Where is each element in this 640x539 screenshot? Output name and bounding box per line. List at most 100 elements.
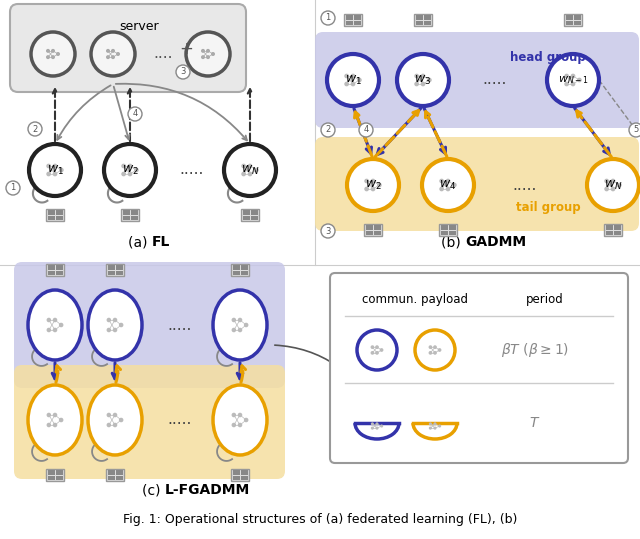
Circle shape [578, 78, 581, 81]
Bar [605, 225, 612, 230]
Bar [424, 15, 431, 19]
Bar [56, 216, 63, 220]
Circle shape [186, 32, 230, 76]
Circle shape [547, 54, 599, 106]
Bar [566, 20, 573, 25]
Circle shape [565, 74, 568, 78]
Circle shape [244, 418, 248, 421]
Bar [47, 470, 54, 474]
Circle shape [108, 328, 111, 331]
Bar [232, 470, 239, 474]
Bar [56, 210, 63, 215]
Bar [108, 265, 115, 270]
Bar [232, 271, 239, 275]
Text: .....: ..... [483, 73, 507, 87]
Circle shape [351, 74, 355, 78]
Ellipse shape [213, 385, 267, 455]
Circle shape [327, 54, 379, 106]
Circle shape [47, 50, 49, 52]
Circle shape [572, 82, 575, 86]
Text: server: server [119, 19, 159, 32]
Circle shape [347, 159, 399, 211]
Bar [440, 225, 447, 230]
Circle shape [605, 188, 608, 191]
Circle shape [440, 179, 444, 183]
Circle shape [224, 144, 276, 196]
Circle shape [232, 319, 236, 322]
Bar [573, 20, 580, 25]
Bar [47, 216, 54, 220]
Text: commun. payload: commun. payload [362, 294, 468, 307]
Circle shape [359, 123, 373, 137]
FancyBboxPatch shape [14, 262, 285, 388]
Ellipse shape [28, 290, 82, 360]
Text: 4: 4 [364, 126, 369, 135]
Circle shape [113, 424, 116, 426]
Bar [605, 231, 612, 235]
Text: $w_N$: $w_N$ [241, 163, 259, 177]
Circle shape [371, 423, 373, 425]
Circle shape [116, 53, 119, 56]
Bar [346, 20, 353, 25]
Bar [439, 224, 457, 236]
Circle shape [371, 346, 374, 348]
Text: 2: 2 [33, 125, 38, 134]
Circle shape [381, 425, 383, 427]
Circle shape [47, 328, 51, 331]
Circle shape [47, 56, 49, 58]
Circle shape [605, 179, 608, 183]
Circle shape [244, 323, 248, 327]
Text: $w_2$: $w_2$ [122, 163, 138, 177]
Circle shape [255, 168, 258, 171]
Text: 1: 1 [325, 13, 331, 23]
Circle shape [345, 74, 348, 78]
Text: $w_4$: $w_4$ [440, 178, 456, 191]
Bar [353, 20, 360, 25]
Bar [46, 264, 64, 276]
Circle shape [439, 425, 440, 427]
Circle shape [351, 82, 355, 86]
Bar [122, 210, 129, 215]
Bar [115, 470, 122, 474]
Circle shape [202, 50, 204, 52]
Circle shape [422, 159, 474, 211]
Ellipse shape [213, 290, 267, 360]
Text: 2: 2 [325, 126, 331, 135]
Bar [243, 216, 250, 220]
Circle shape [107, 56, 109, 58]
Circle shape [53, 424, 56, 426]
Bar [566, 15, 573, 19]
Circle shape [232, 328, 236, 331]
Circle shape [52, 56, 54, 58]
Circle shape [29, 144, 81, 196]
Bar [121, 209, 139, 221]
Circle shape [202, 56, 204, 58]
Circle shape [248, 164, 252, 168]
Bar [46, 209, 64, 221]
Circle shape [429, 423, 431, 425]
Bar [573, 15, 580, 19]
FancyBboxPatch shape [10, 4, 246, 92]
Circle shape [112, 56, 115, 58]
Circle shape [207, 56, 209, 58]
Bar [56, 470, 63, 474]
Circle shape [239, 424, 241, 426]
Circle shape [358, 78, 361, 81]
Circle shape [365, 179, 368, 183]
Text: $w_2$: $w_2$ [365, 178, 381, 191]
Text: .....: ..... [168, 412, 192, 427]
Circle shape [112, 50, 115, 52]
Bar [106, 469, 124, 481]
Bar [56, 271, 63, 275]
Circle shape [434, 346, 436, 348]
Circle shape [434, 351, 436, 354]
Circle shape [611, 179, 614, 183]
Bar [604, 224, 622, 236]
Circle shape [429, 351, 431, 354]
Bar [46, 469, 64, 481]
Circle shape [176, 65, 190, 79]
Text: 3: 3 [325, 226, 331, 236]
Circle shape [47, 424, 51, 426]
Bar [241, 209, 259, 221]
Circle shape [440, 188, 444, 191]
